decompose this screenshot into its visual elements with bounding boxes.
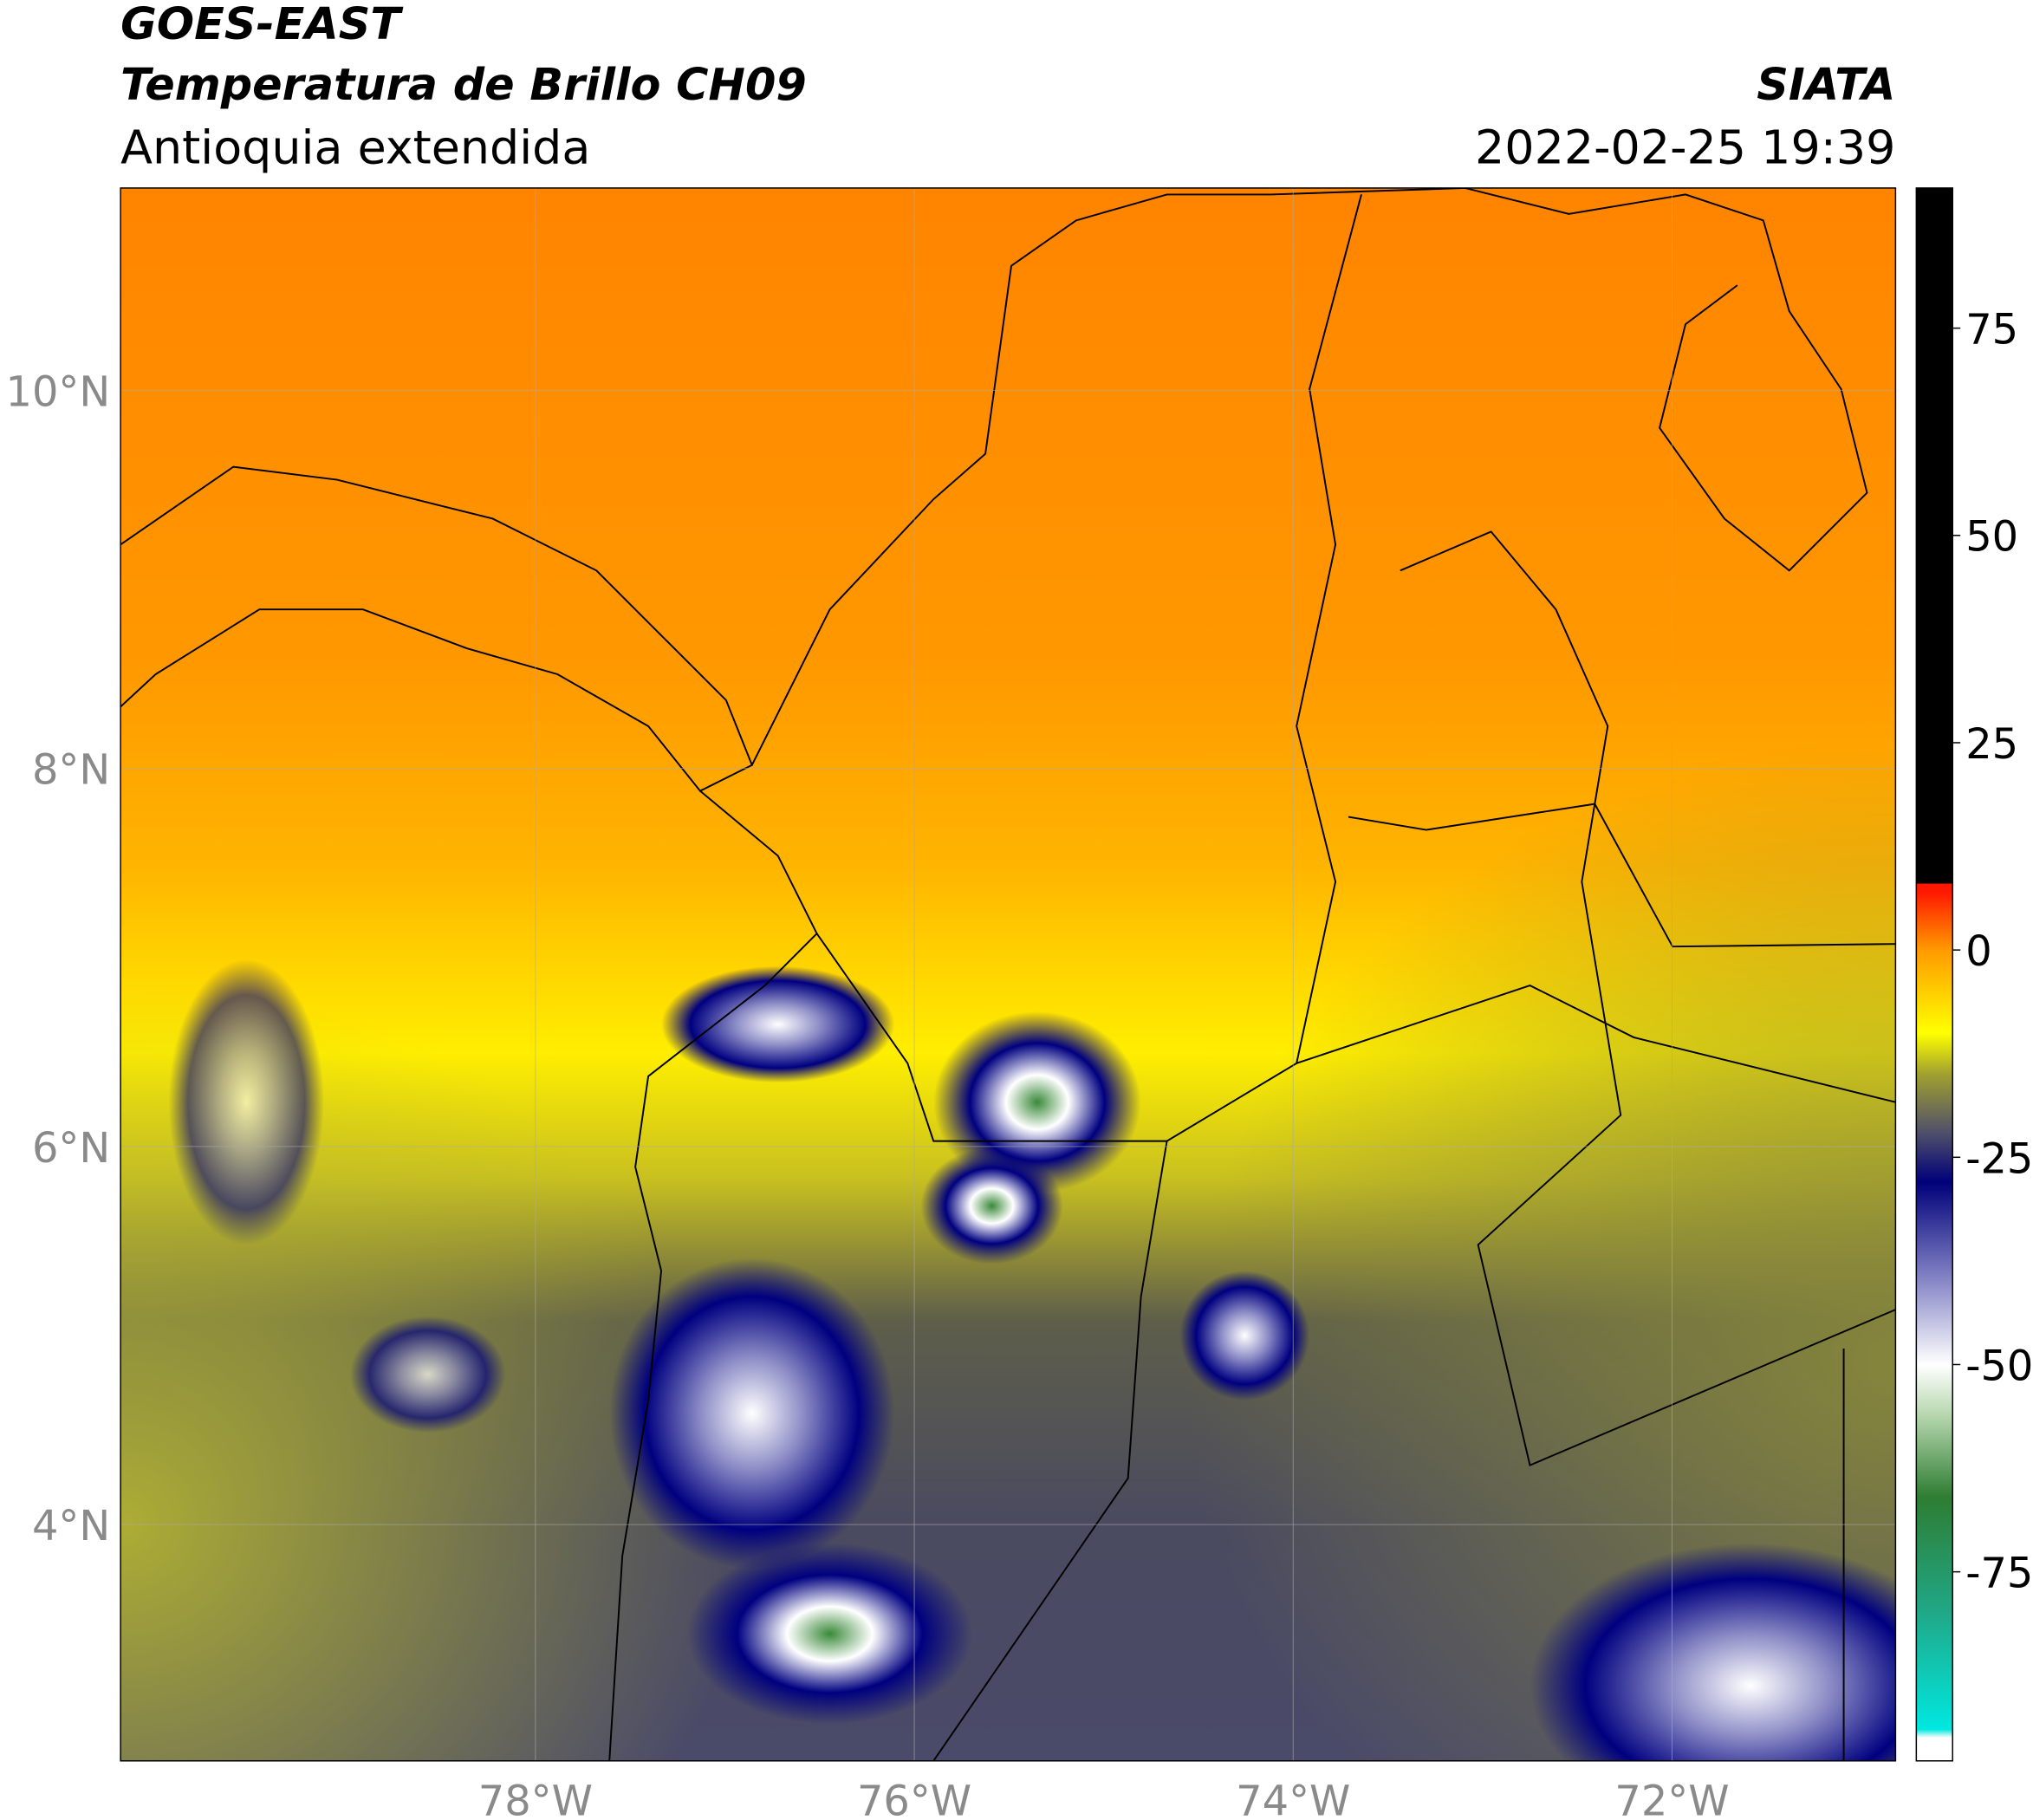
cloud [168,959,325,1245]
coastline [120,465,754,792]
map-image [120,187,1896,1761]
border [1296,985,1896,1103]
colorbar-tick-label: -75 [1965,1550,2033,1598]
border [1400,530,1896,1466]
cloud [686,1543,973,1725]
cloud [920,1147,1063,1264]
x-tick-label: 72°W [1614,1778,1729,1820]
colorbar [1915,187,1953,1762]
cloud [349,1316,506,1433]
coastline [608,790,818,1761]
title: GOES-EAST [120,0,404,49]
colorbar-tick-label: -25 [1965,1135,2033,1183]
source: SIATA [1757,59,1895,110]
x-tick-label: 78°W [478,1778,593,1820]
cloud [1179,1271,1310,1401]
colorbar-tick-label: 75 [1965,307,2018,354]
subtitle: Antioquia extendida [120,120,590,175]
border [815,194,1362,1142]
x-tick-label: 74°W [1236,1778,1350,1820]
y-tick-label: 8°N [32,747,110,795]
grid [120,187,1896,1761]
x-tick-label: 76°W [857,1778,971,1820]
datetime: 2022-02-25 19:39 [1475,120,1895,175]
colorbar-tick-label: 0 [1965,928,1991,976]
colorbar-tick-label: -50 [1965,1342,2033,1390]
cloud [609,1258,895,1570]
colorbar-tick-label: 50 [1965,514,2018,562]
axes: 10°N 8°N 6°N 4°N 78°W 76°W 74°W 72°W [6,368,1730,1820]
borders [120,187,1896,1761]
colorbar-tick-label: 25 [1965,721,2018,769]
border [932,1141,1168,1761]
title: Temperatura de Brillo CH09 [120,59,807,110]
temperature-field [120,187,1896,1761]
y-tick-label: 10°N [6,368,111,416]
coastline [750,187,1868,766]
y-tick-label: 6°N [32,1125,110,1173]
cloud [1530,1543,1896,1761]
y-tick-label: 4°N [32,1503,110,1550]
cloud [933,1011,1141,1193]
map-frame [120,187,1897,1762]
cloud [661,965,895,1083]
